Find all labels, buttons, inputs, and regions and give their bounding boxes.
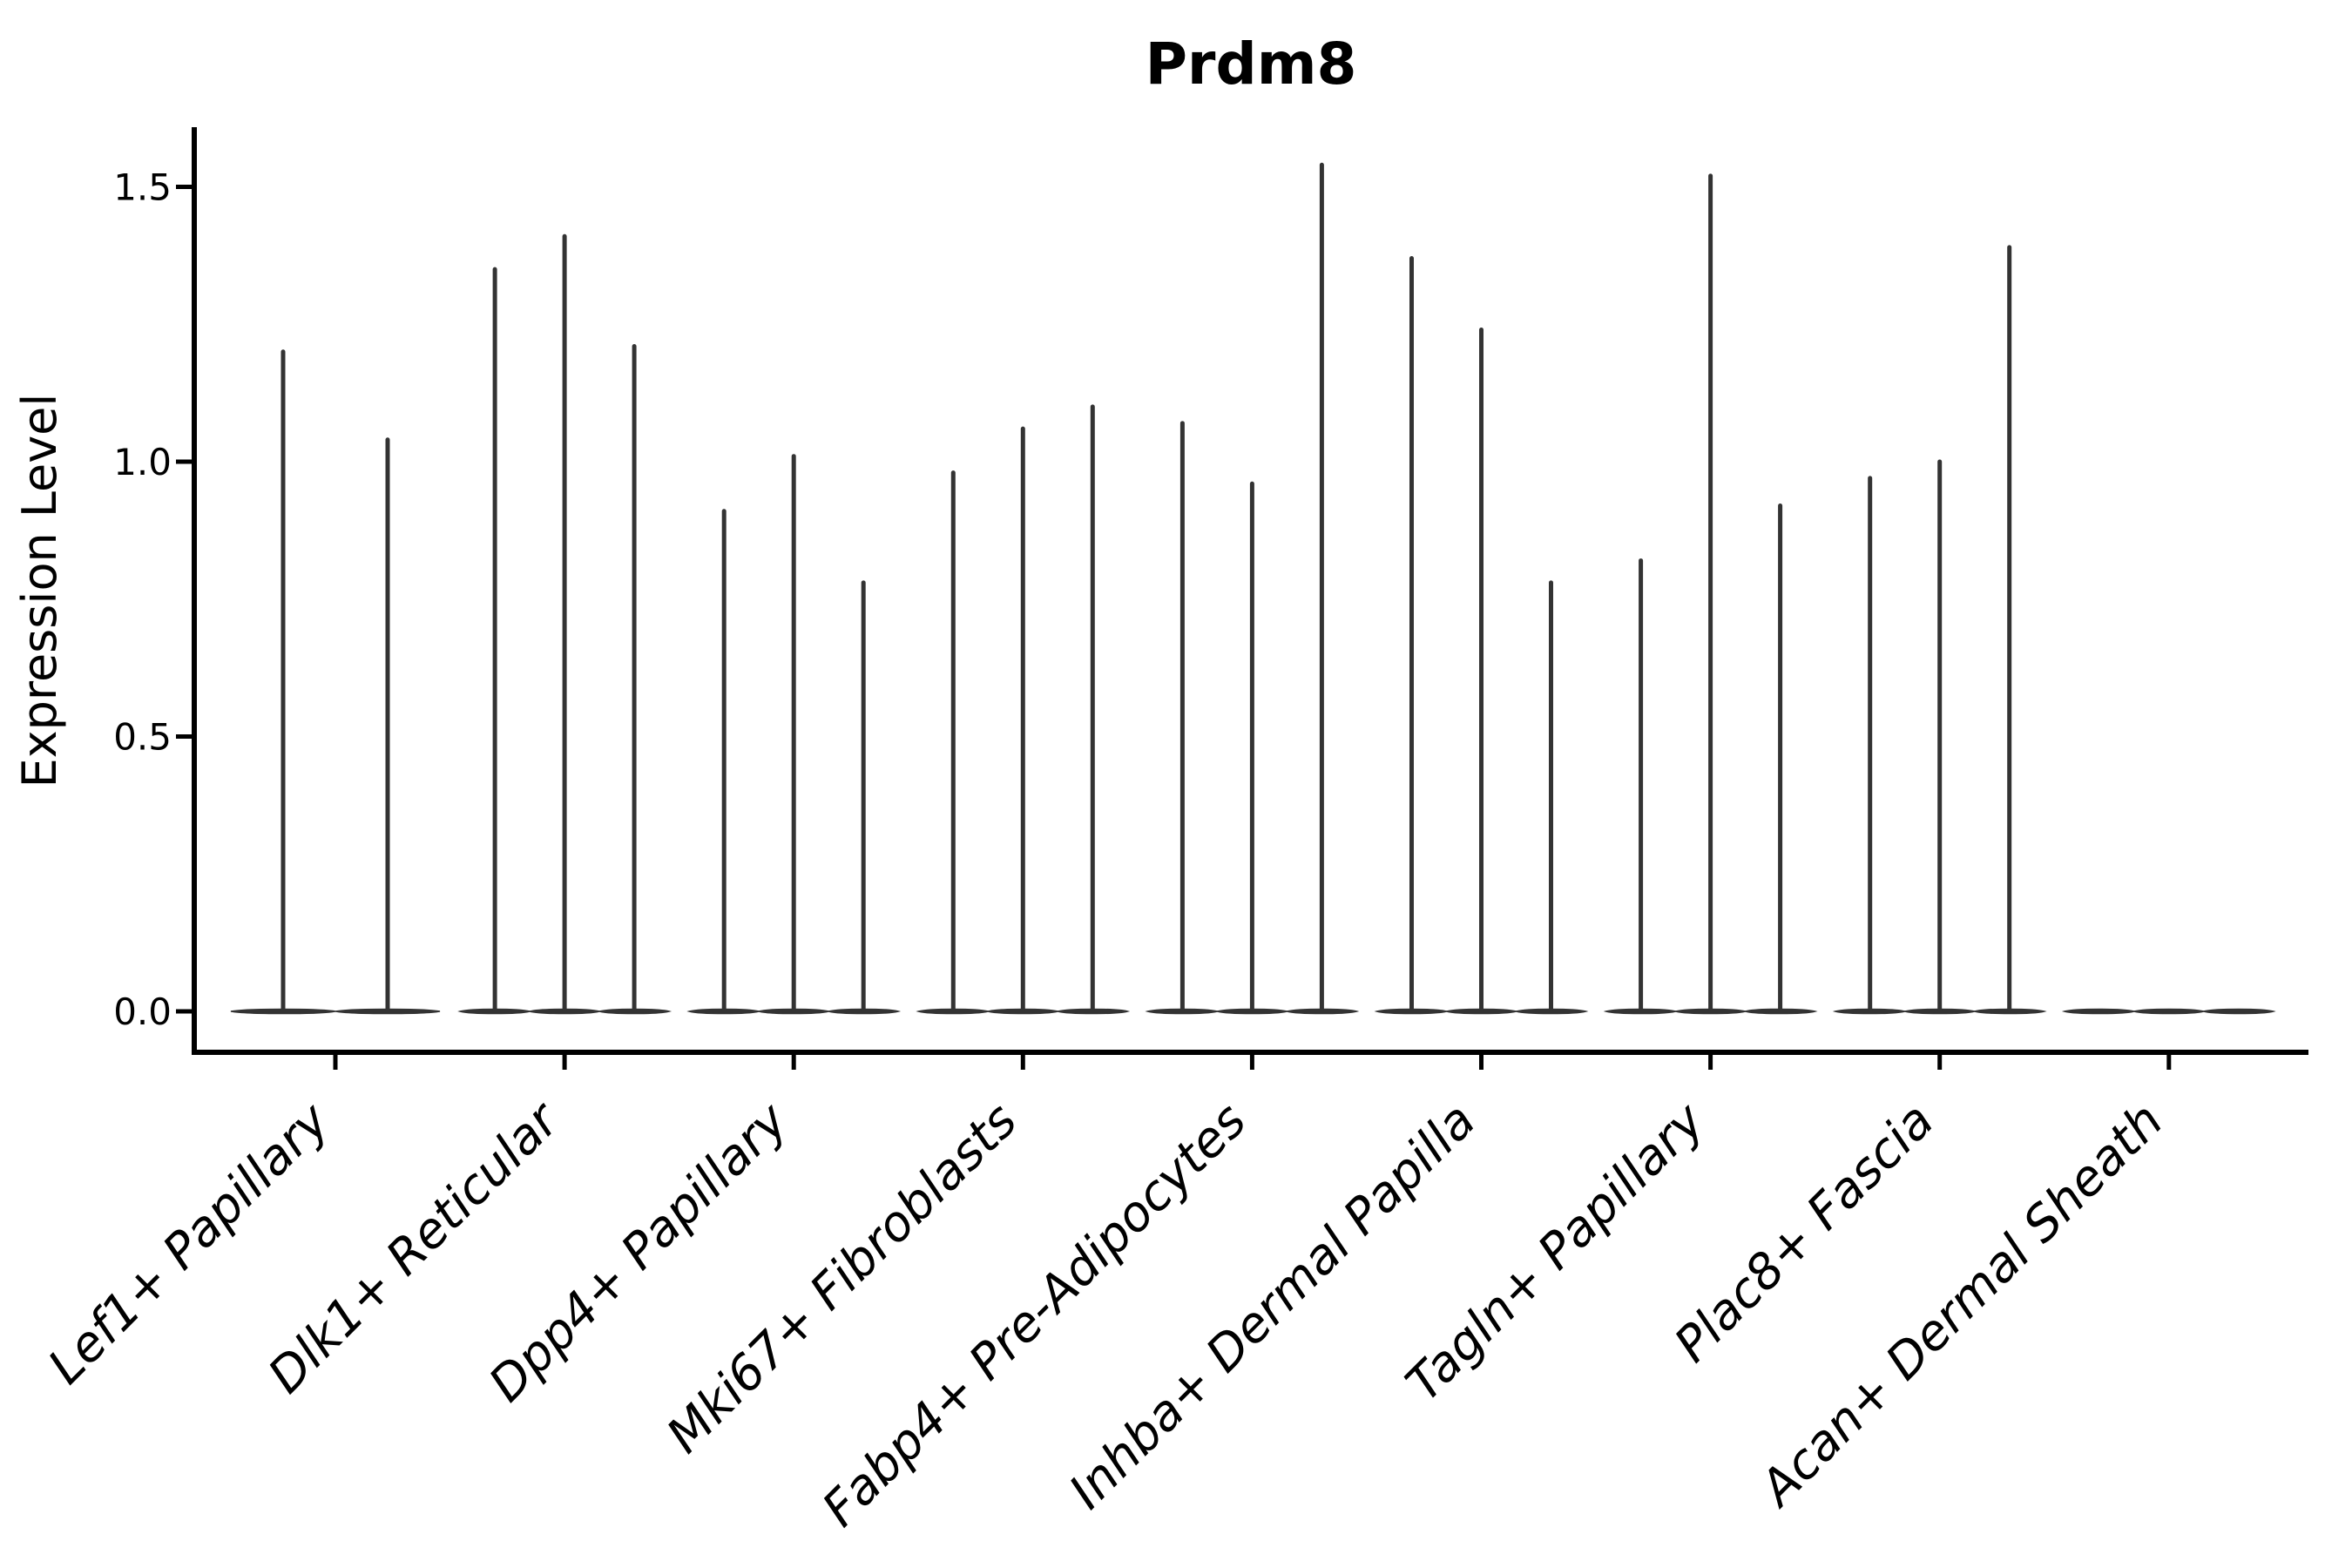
y-axis-label: Expression Level — [12, 394, 67, 788]
y-tick-label: 0.5 — [113, 716, 172, 759]
x-category-label: Inhba+ Dermal Papilla — [1058, 1092, 1486, 1520]
x-category-label: Fabp4+ Pre-Adipocytes — [812, 1092, 1257, 1538]
violin-base — [2131, 1008, 2207, 1015]
plot-title: Prdm8 — [1146, 30, 1357, 98]
violin-base — [2200, 1008, 2276, 1015]
y-tick-label: 1.5 — [113, 166, 172, 209]
y-tick-label: 0.0 — [113, 990, 172, 1033]
axes-layer — [176, 127, 2308, 1070]
violin-base — [2061, 1008, 2137, 1015]
x-category-label: Acan+ Dermal Sheath — [1748, 1092, 2174, 1518]
violins-layer — [230, 162, 2276, 1015]
y-tick-label: 1.0 — [113, 441, 172, 483]
